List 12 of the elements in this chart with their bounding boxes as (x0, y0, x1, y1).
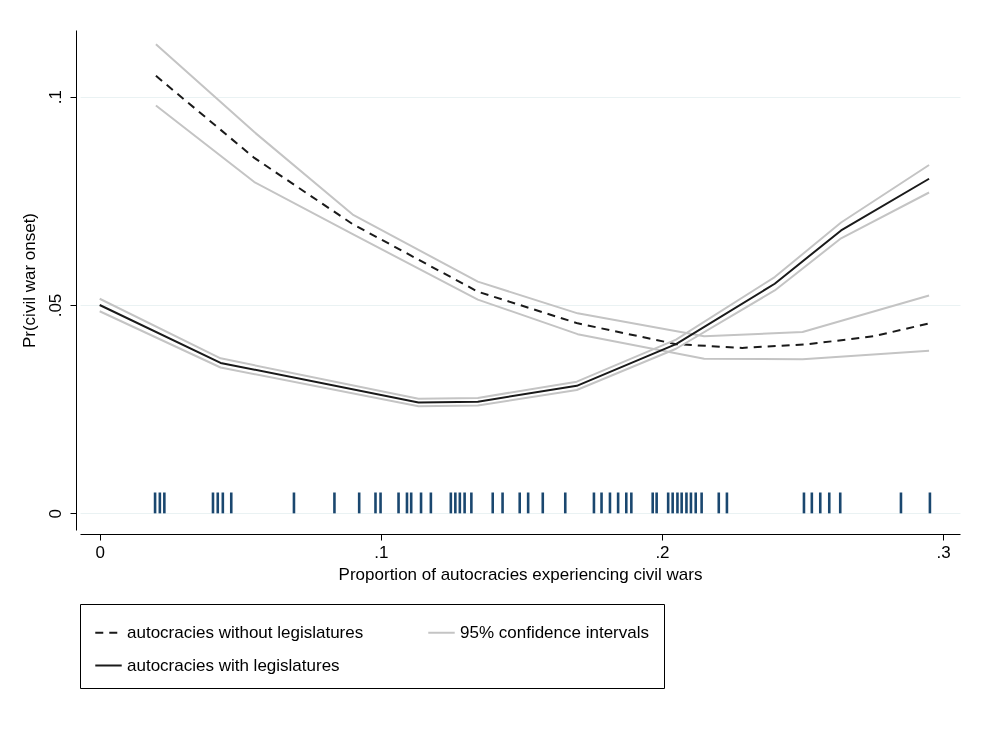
y-tick-label: .1 (45, 90, 65, 105)
legend-label: autocracies without legislatures (127, 622, 364, 642)
x-tick-label: .1 (374, 542, 389, 562)
x-tick-label: .2 (655, 542, 670, 562)
x-axis-title: Proportion of autocracies experiencing civil wars (338, 564, 703, 584)
legend-label: autocracies with legislatures (127, 655, 340, 675)
y-tick-label: .05 (45, 293, 65, 318)
x-tick-label: .3 (936, 542, 951, 562)
y-axis-title: Pr(civil war onset) (19, 212, 39, 349)
legend-label: 95% confidence intervals (460, 622, 650, 642)
y-tick-label: 0 (45, 509, 65, 519)
x-tick-label: 0 (95, 542, 105, 562)
